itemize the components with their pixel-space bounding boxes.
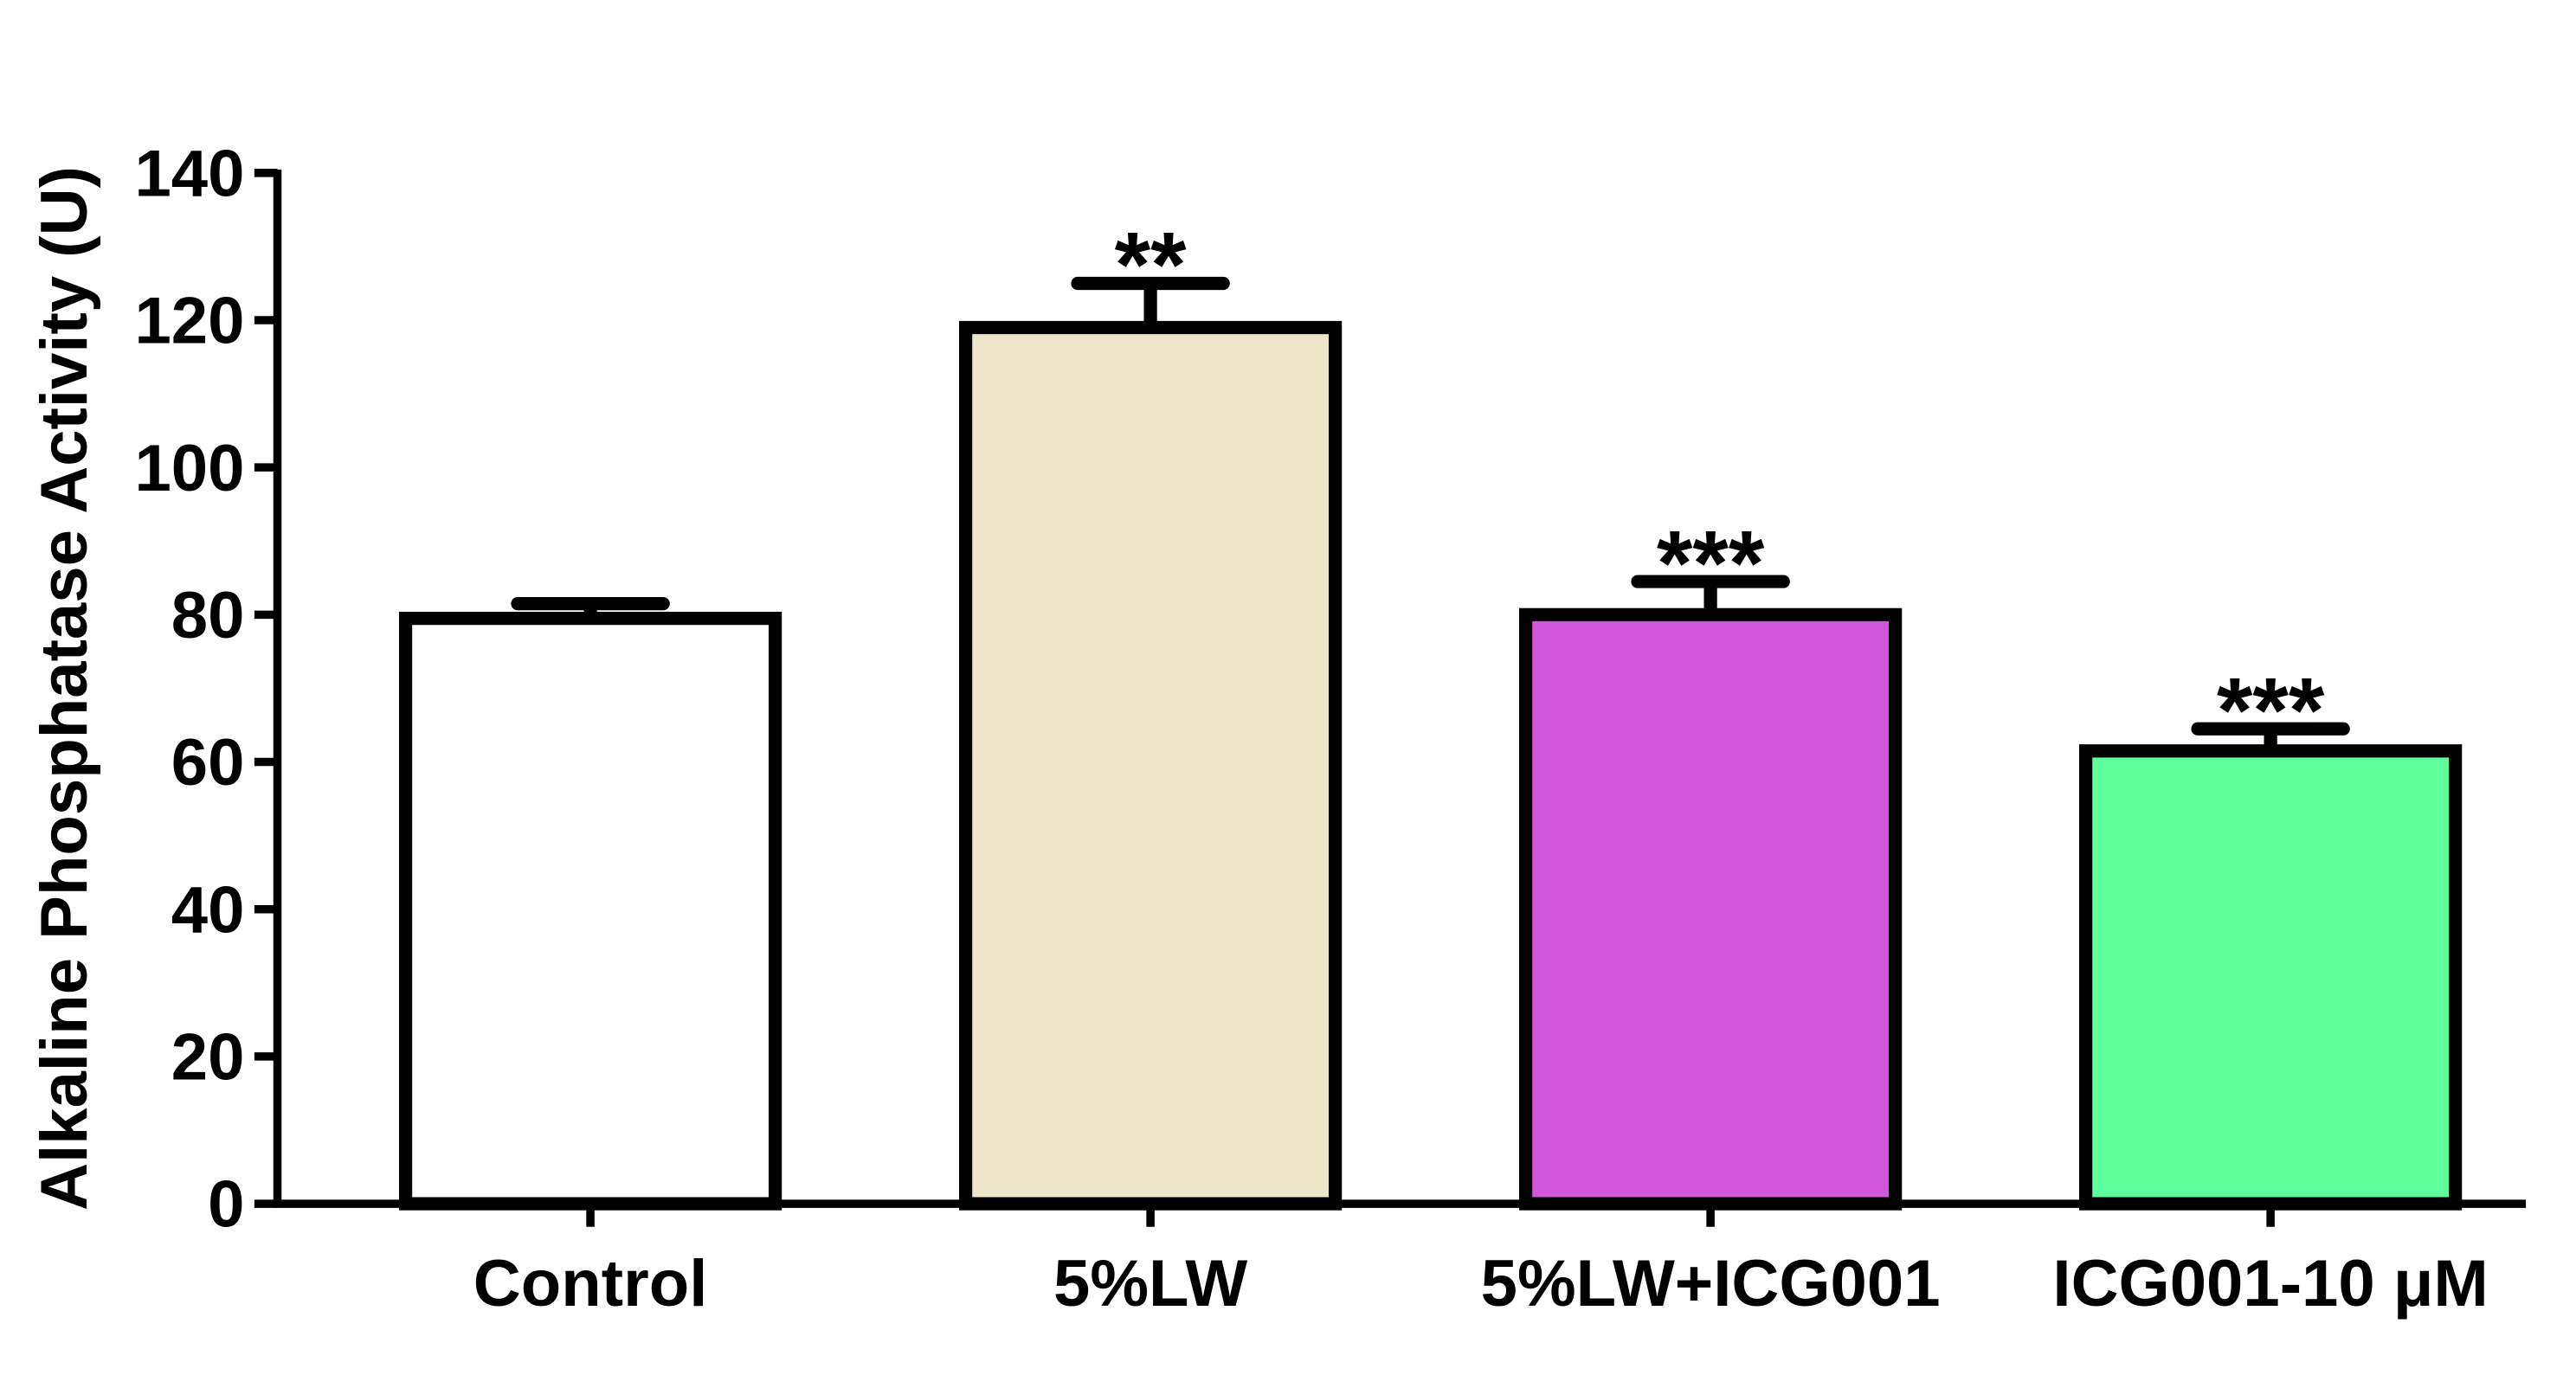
bar bbox=[1518, 607, 1903, 1211]
y-tick-label: 120 bbox=[134, 285, 244, 358]
y-tick-label: 40 bbox=[171, 873, 245, 947]
bar bbox=[2079, 744, 2463, 1211]
x-tick-label: 5%LW bbox=[1053, 1247, 1247, 1320]
y-tick-label: 0 bbox=[208, 1168, 244, 1242]
y-tick-label: 100 bbox=[134, 432, 244, 505]
x-tick-label: Control bbox=[473, 1247, 708, 1320]
bar bbox=[398, 612, 782, 1211]
y-tick-label: 20 bbox=[171, 1021, 245, 1095]
y-tick-label: 140 bbox=[134, 137, 244, 210]
y-tick-label: 80 bbox=[171, 579, 245, 652]
significance-label: ** bbox=[1115, 214, 1187, 317]
x-tick-label: 5%LW+ICG001 bbox=[1481, 1247, 1941, 1320]
significance-label: *** bbox=[2217, 659, 2325, 761]
x-tick-label: ICG001-10 μM bbox=[2052, 1247, 2488, 1320]
bar bbox=[958, 320, 1343, 1211]
significance-label: *** bbox=[1657, 511, 1765, 614]
y-axis-label: Alkaline Phosphatase Activity (U) bbox=[28, 166, 101, 1211]
y-tick-label: 60 bbox=[171, 726, 245, 800]
